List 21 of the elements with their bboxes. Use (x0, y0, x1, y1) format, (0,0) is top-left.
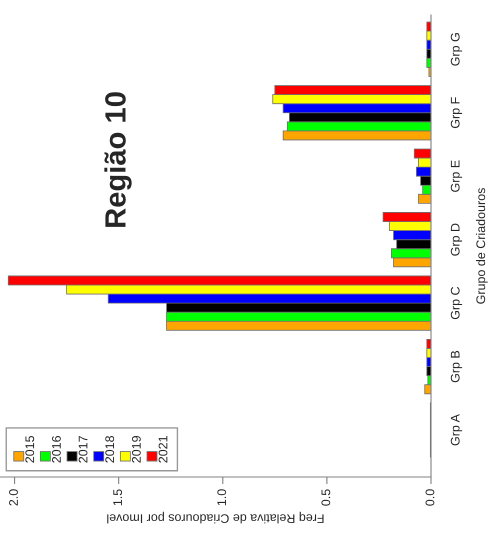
y-tick-label: Grp G (450, 33, 462, 66)
x-axis-title: Freq Relativa de Criadouros por Imovel (107, 512, 324, 524)
y-tick-label: Grp C (450, 286, 462, 320)
text: Região 10 (104, 92, 132, 227)
y-tick-label: Grp E (450, 160, 462, 192)
y-tick-label: Grp F (450, 97, 462, 128)
legend-label: 2018 (105, 436, 114, 463)
x-tick-label: 1.5 (113, 489, 122, 506)
x-tick-label: 1.0 (217, 489, 226, 506)
y-tick-label: Grp B (450, 350, 462, 382)
y-tick-label: Grp D (450, 224, 462, 256)
legend-label: 2016 (52, 436, 61, 463)
legend-label: 2021 (158, 436, 168, 463)
x-tick-label: 0.0 (426, 489, 434, 506)
legend-label: 2019 (132, 436, 141, 463)
legend-label: 2017 (78, 436, 88, 463)
y-tick-label: Grp A (450, 414, 462, 446)
y-axis-title: Grupo de Criadouros (476, 188, 488, 304)
x-tick-label: 2.0 (9, 489, 18, 506)
x-tick-label: 0.5 (321, 489, 330, 506)
legend-label: 2015 (25, 436, 34, 463)
